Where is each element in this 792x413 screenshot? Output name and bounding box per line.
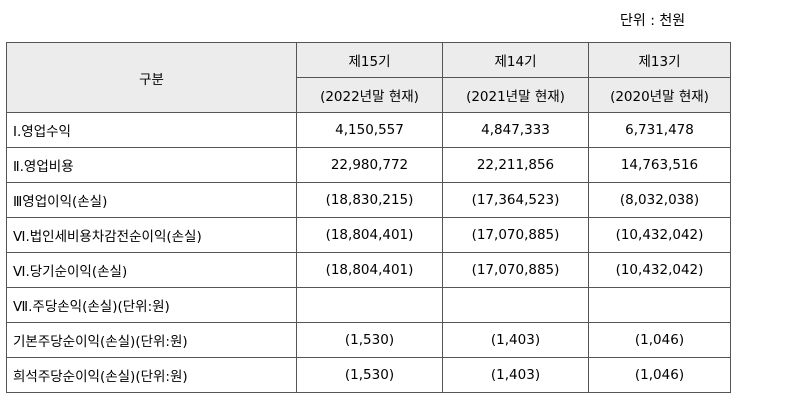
cell-value: (17,364,523)	[442, 182, 589, 218]
row-label: Ⅵ.법인세비용차감전순이익(손실)	[6, 217, 297, 253]
header-category: 구분	[6, 42, 297, 113]
cell-value: 22,211,856	[442, 147, 589, 183]
cell-value: 6,731,478	[588, 112, 731, 148]
table-row: Ⅰ.영업수익 4,150,557 4,847,333 6,731,478	[6, 112, 731, 148]
table-row: Ⅵ.당기순이익(손실) (18,804,401) (17,070,885) (1…	[6, 252, 731, 288]
row-label: 희석주당순이익(손실)(단위:원)	[6, 357, 297, 393]
header-date-2020: (2020년말 현재)	[588, 77, 731, 113]
cell-value: 14,763,516	[588, 147, 731, 183]
cell-value	[588, 287, 731, 323]
header-row-period: 구분 제15기 제14기 제13기	[6, 42, 731, 113]
cell-value: (17,070,885)	[442, 217, 589, 253]
row-label: Ⅵ.당기순이익(손실)	[6, 252, 297, 288]
table-row: Ⅵ.법인세비용차감전순이익(손실) (18,804,401) (17,070,8…	[6, 217, 731, 253]
cell-value: (18,830,215)	[296, 182, 443, 218]
row-label: Ⅶ.주당손익(손실)(단위:원)	[6, 287, 297, 323]
cell-value: (10,432,042)	[588, 252, 731, 288]
unit-label: 단위 : 천원	[620, 13, 686, 29]
header-date-2021: (2021년말 현재)	[442, 77, 589, 113]
cell-value: (1,530)	[296, 357, 443, 393]
header-period-13: 제13기	[588, 42, 731, 78]
cell-value: (1,046)	[588, 357, 731, 393]
cell-value: 22,980,772	[296, 147, 443, 183]
table-row: Ⅲ영업이익(손실) (18,830,215) (17,364,523) (8,0…	[6, 182, 731, 218]
table-row: Ⅱ.영업비용 22,980,772 22,211,856 14,763,516	[6, 147, 731, 183]
table-row: 희석주당순이익(손실)(단위:원) (1,530) (1,403) (1,046…	[6, 357, 731, 393]
cell-value: (1,403)	[442, 357, 589, 393]
header-period-14: 제14기	[442, 42, 589, 78]
cell-value: (18,804,401)	[296, 252, 443, 288]
table-row: 기본주당순이익(손실)(단위:원) (1,530) (1,403) (1,046…	[6, 322, 731, 358]
header-row-date: (2022년말 현재) (2021년말 현재) (2020년말 현재)	[7, 77, 731, 113]
cell-value: (8,032,038)	[588, 182, 731, 218]
financial-summary-table: 구분 제15기 제14기 제13기 (2022년말 현재) (2021년말 현재…	[6, 42, 731, 393]
cell-value	[442, 287, 589, 323]
cell-value: (18,804,401)	[296, 217, 443, 253]
row-label: Ⅰ.영업수익	[6, 112, 297, 148]
cell-value: 4,847,333	[442, 112, 589, 148]
cell-value: (1,403)	[442, 322, 589, 358]
cell-value: (1,530)	[296, 322, 443, 358]
cell-value: (17,070,885)	[442, 252, 589, 288]
header-date-2022: (2022년말 현재)	[296, 77, 443, 113]
row-label: 기본주당순이익(손실)(단위:원)	[6, 322, 297, 358]
cell-value	[296, 287, 443, 323]
row-label: Ⅲ영업이익(손실)	[6, 182, 297, 218]
row-label: Ⅱ.영업비용	[6, 147, 297, 183]
table-row: Ⅶ.주당손익(손실)(단위:원)	[6, 287, 731, 323]
header-period-15: 제15기	[296, 42, 443, 78]
cell-value: 4,150,557	[296, 112, 443, 148]
cell-value: (10,432,042)	[588, 217, 731, 253]
cell-value: (1,046)	[588, 322, 731, 358]
